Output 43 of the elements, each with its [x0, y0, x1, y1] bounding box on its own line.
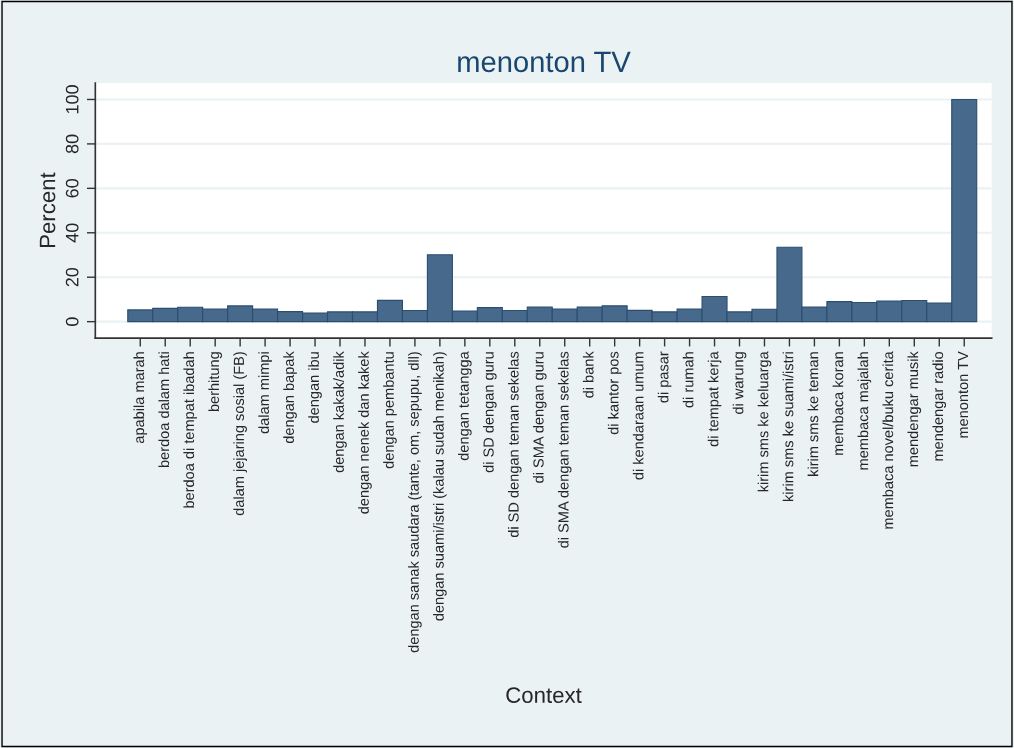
x-tick-label: membaca novel/buku cerita [882, 351, 894, 529]
x-tick-label: di SD dengan teman sekelas [507, 351, 522, 538]
y-tick-label: 40 [65, 223, 79, 243]
y-tick-label: 0 [65, 317, 79, 326]
x-tick-label: kirim sms ke teman [807, 352, 819, 476]
x-tick-label: mendengar musik [907, 351, 922, 467]
x-tick-label: berdoa di tempat ibadah [183, 352, 197, 508]
x-tick-label: mendengar radio [932, 351, 947, 461]
x-tick-label: menonton TV [957, 351, 969, 438]
x-tick-label: di SD dengan guru [483, 352, 497, 473]
x-tick-label: dalam mimpi [258, 352, 272, 434]
x-tick-label: kirim sms ke keluarga [757, 351, 772, 492]
x-tick-label: dengan tetangga [458, 351, 472, 461]
x-tick-label: di kantor pos [607, 351, 622, 435]
x-tick-label: membaca majalah [857, 352, 872, 470]
x-tick-label: membaca koran [832, 352, 844, 455]
x-tick-label: di kendaraan umum [632, 352, 644, 480]
x-tick-label: di warung [732, 352, 747, 414]
x-tick-label: di rumah [682, 352, 694, 408]
x-tick-label: berhitung [208, 352, 222, 412]
y-tick-label: 100 [65, 85, 79, 114]
x-tick-label: berdoa dalam hati [158, 352, 170, 468]
x-tick-label: dengan pembantu [383, 352, 397, 469]
x-tick-label: di SMA dengan guru [532, 352, 547, 483]
x-tick-label: dengan bapak [283, 351, 297, 444]
x-tick-label: kirim sms ke suami/istri [782, 352, 794, 501]
x-tick-label: di SMA dengan teman sekelas [557, 351, 572, 548]
x-tick-label: apabila marah [133, 352, 148, 444]
x-tick-label: dengan ibu [308, 352, 322, 423]
x-tick-label: di bank [582, 351, 594, 398]
y-tick-label: 20 [65, 267, 79, 287]
x-tick-label: dengan sanak saudara (tante, om, sepupu, dll) [408, 352, 422, 653]
y-tick-label: 60 [65, 179, 79, 198]
chart-title: menonton TV [458, 51, 631, 73]
x-tick-label: di tempat kerja [707, 351, 722, 447]
x-tick-label: dengan nenek dan kakek [358, 351, 372, 514]
y-axis-title: Percent [39, 172, 56, 248]
y-tick-label: 80 [65, 134, 79, 154]
x-tick-label: dengan suami/istri (kalau sudah menikah) [433, 352, 447, 621]
x-tick-label: di pasar [657, 351, 672, 403]
x-tick-label: dalam jejaring sosial (FB) [233, 352, 247, 516]
x-axis-title: Context [506, 687, 582, 703]
x-tick-label: dengan kakak/adik [333, 351, 347, 473]
